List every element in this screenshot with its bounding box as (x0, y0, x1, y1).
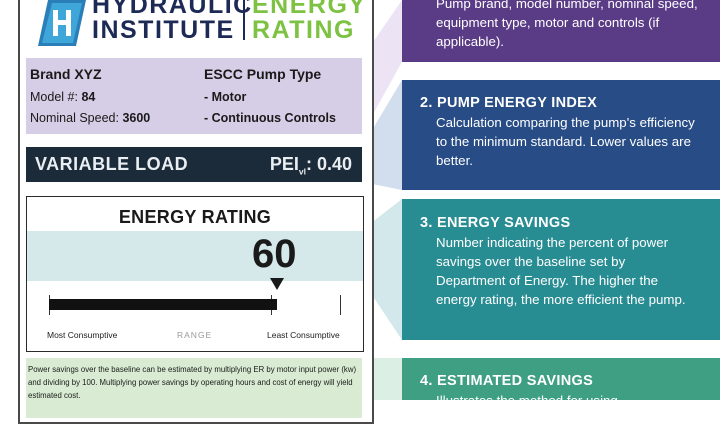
speed-label: Nominal Speed: (30, 111, 119, 125)
callout-4: 4. ESTIMATED SAVINGS Illustrates the met… (402, 358, 720, 408)
callout-4-title: 4. ESTIMATED SAVINGS (420, 373, 594, 389)
pei-readout: PEIvl: 0.40 (270, 154, 352, 177)
speed-row: Nominal Speed: 3600 (30, 111, 150, 125)
callout-1-body: Pump brand, model number, nominal speed,… (436, 0, 698, 49)
pei-subscript: vl (298, 166, 306, 177)
savings-note-text: Power savings over the baseline can be e… (28, 365, 357, 400)
callout-3: 3. ENERGY SAVINGS Number indicating the … (402, 199, 720, 340)
variable-load-bar: VARIABLE LOAD PEIvl: 0.40 (26, 147, 362, 182)
scale-label-range: RANGE (177, 330, 213, 340)
scale-tick-right (340, 295, 341, 315)
savings-note: Power savings over the baseline can be e… (26, 358, 362, 418)
energy-rating-value: 60 (252, 232, 297, 276)
rating-scale (49, 295, 341, 315)
pump-type-heading: ESCC Pump Type (204, 66, 322, 82)
pei-value: : 0.40 (305, 154, 352, 174)
model-value: 84 (81, 90, 96, 104)
callout-2-body: Calculation comparing the pump's efficie… (436, 115, 695, 168)
pump-brand: Brand XYZ (30, 66, 102, 82)
callout-3-body: Number indicating the percent of power s… (436, 235, 686, 307)
rating-marker-icon (270, 278, 284, 290)
callout-2-title: 2. PUMP ENERGY INDEX (420, 95, 598, 111)
hydraulic-institute-logo-icon (38, 0, 86, 46)
energy-rating-box: ENERGY RATING 60 Most Consumptive RANGE … (26, 196, 364, 352)
pump-info-block: Brand XYZ Model #: 84 Nominal Speed: 360… (26, 58, 362, 134)
variable-load-label: VARIABLE LOAD (35, 154, 189, 174)
brand-divider (243, 0, 245, 40)
callout-2: 2. PUMP ENERGY INDEX Calculation compari… (402, 80, 720, 190)
speed-value: 3600 (122, 111, 151, 125)
rating-fill-bar (49, 299, 277, 310)
model-label: Model #: (30, 90, 78, 104)
brand-energy: ENERGY (252, 0, 367, 19)
brand-rating: RATING (252, 16, 355, 44)
pump-type-motor: - Motor (204, 90, 247, 104)
scale-label-most: Most Consumptive (47, 330, 118, 340)
brand-hydraulic: HYDRAULIC (92, 0, 253, 19)
callout-3-title: 3. ENERGY SAVINGS (420, 215, 571, 231)
rating-band (27, 231, 363, 281)
brand-institute: INSTITUTE (92, 16, 235, 44)
pump-type-controls: - Continuous Controls (204, 111, 336, 125)
callout-4-body: Illustrates the method for using (436, 393, 618, 408)
energy-rating-title: ENERGY RATING (118, 207, 272, 227)
model-row: Model #: 84 (30, 90, 95, 104)
callout-1: Pump brand, model number, nominal speed,… (402, 0, 720, 62)
scale-label-least: Least Consumptive (267, 330, 340, 340)
pei-label: PEI (269, 154, 299, 174)
